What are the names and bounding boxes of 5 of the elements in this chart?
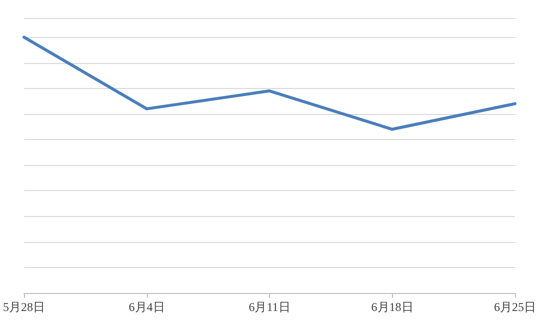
x-tick-label: 6月25日 [494,300,536,314]
x-tick-label: 6月18日 [371,300,414,314]
x-tick-label: 6月4日 [128,300,165,314]
x-tick-label: 5月28日 [3,300,45,314]
x-tick-label: 6月11日 [248,300,290,314]
